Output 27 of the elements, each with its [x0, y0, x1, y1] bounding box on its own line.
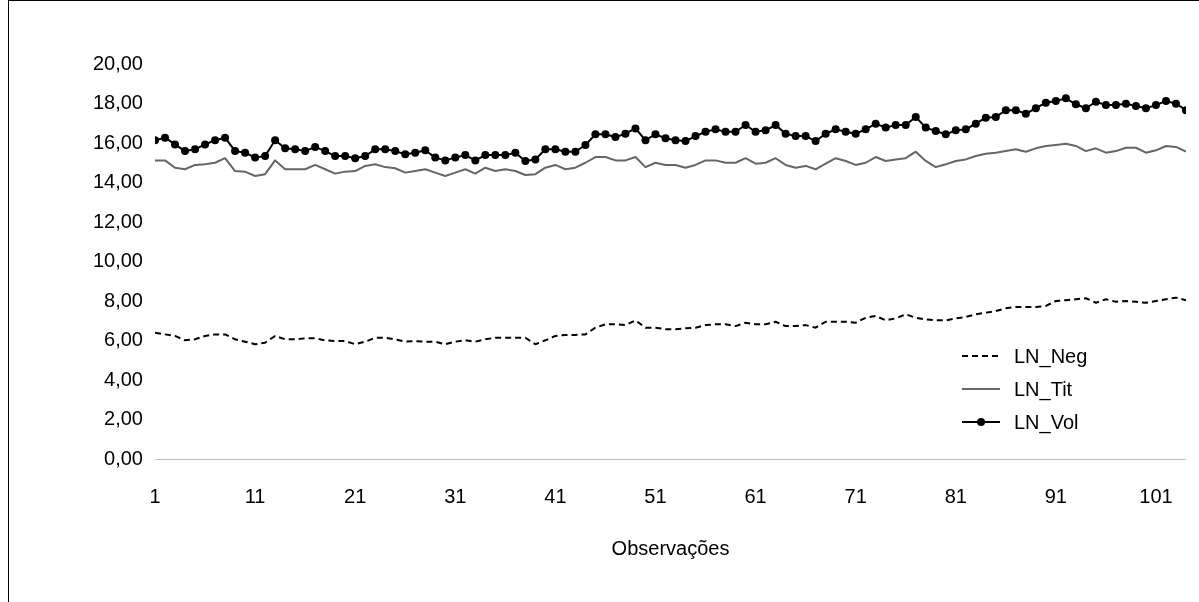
y-tick-label: 18,00: [92, 91, 143, 114]
x-tick-label: 101: [1139, 484, 1173, 507]
y-tick-label: 20,00: [92, 51, 143, 74]
legend-label: LN_Vol: [1013, 410, 1079, 434]
y-tick-label: 2,00: [104, 407, 143, 430]
y-tick-label: 4,00: [104, 367, 143, 390]
line-series: [155, 296, 1186, 346]
y-tick-label: 10,00: [92, 249, 143, 272]
x-tick-label: 31: [444, 484, 467, 507]
legend-label: LN_Tit: [1013, 377, 1073, 401]
x-axis-title: Observações: [611, 536, 730, 559]
y-tick-label: 12,00: [92, 209, 143, 232]
x-tick-label: 41: [544, 484, 567, 507]
y-tick-label: 14,00: [92, 170, 143, 193]
y-tick-label: 0,00: [104, 446, 143, 469]
y-tick-label: 16,00: [92, 130, 143, 153]
x-tick-label: 71: [844, 484, 867, 507]
x-tick-label: 51: [644, 484, 667, 507]
y-tick-label: 6,00: [104, 328, 143, 351]
x-tick-label: 1: [149, 484, 161, 507]
x-tick-label: 91: [1044, 484, 1067, 507]
legend-label: LN_Neg: [1013, 344, 1088, 368]
x-tick-label: 21: [344, 484, 367, 507]
x-tick-label: 11: [244, 484, 266, 507]
y-tick-label: 8,00: [104, 288, 143, 311]
x-tick-label: 81: [944, 484, 967, 507]
x-tick-label: 61: [744, 484, 767, 507]
